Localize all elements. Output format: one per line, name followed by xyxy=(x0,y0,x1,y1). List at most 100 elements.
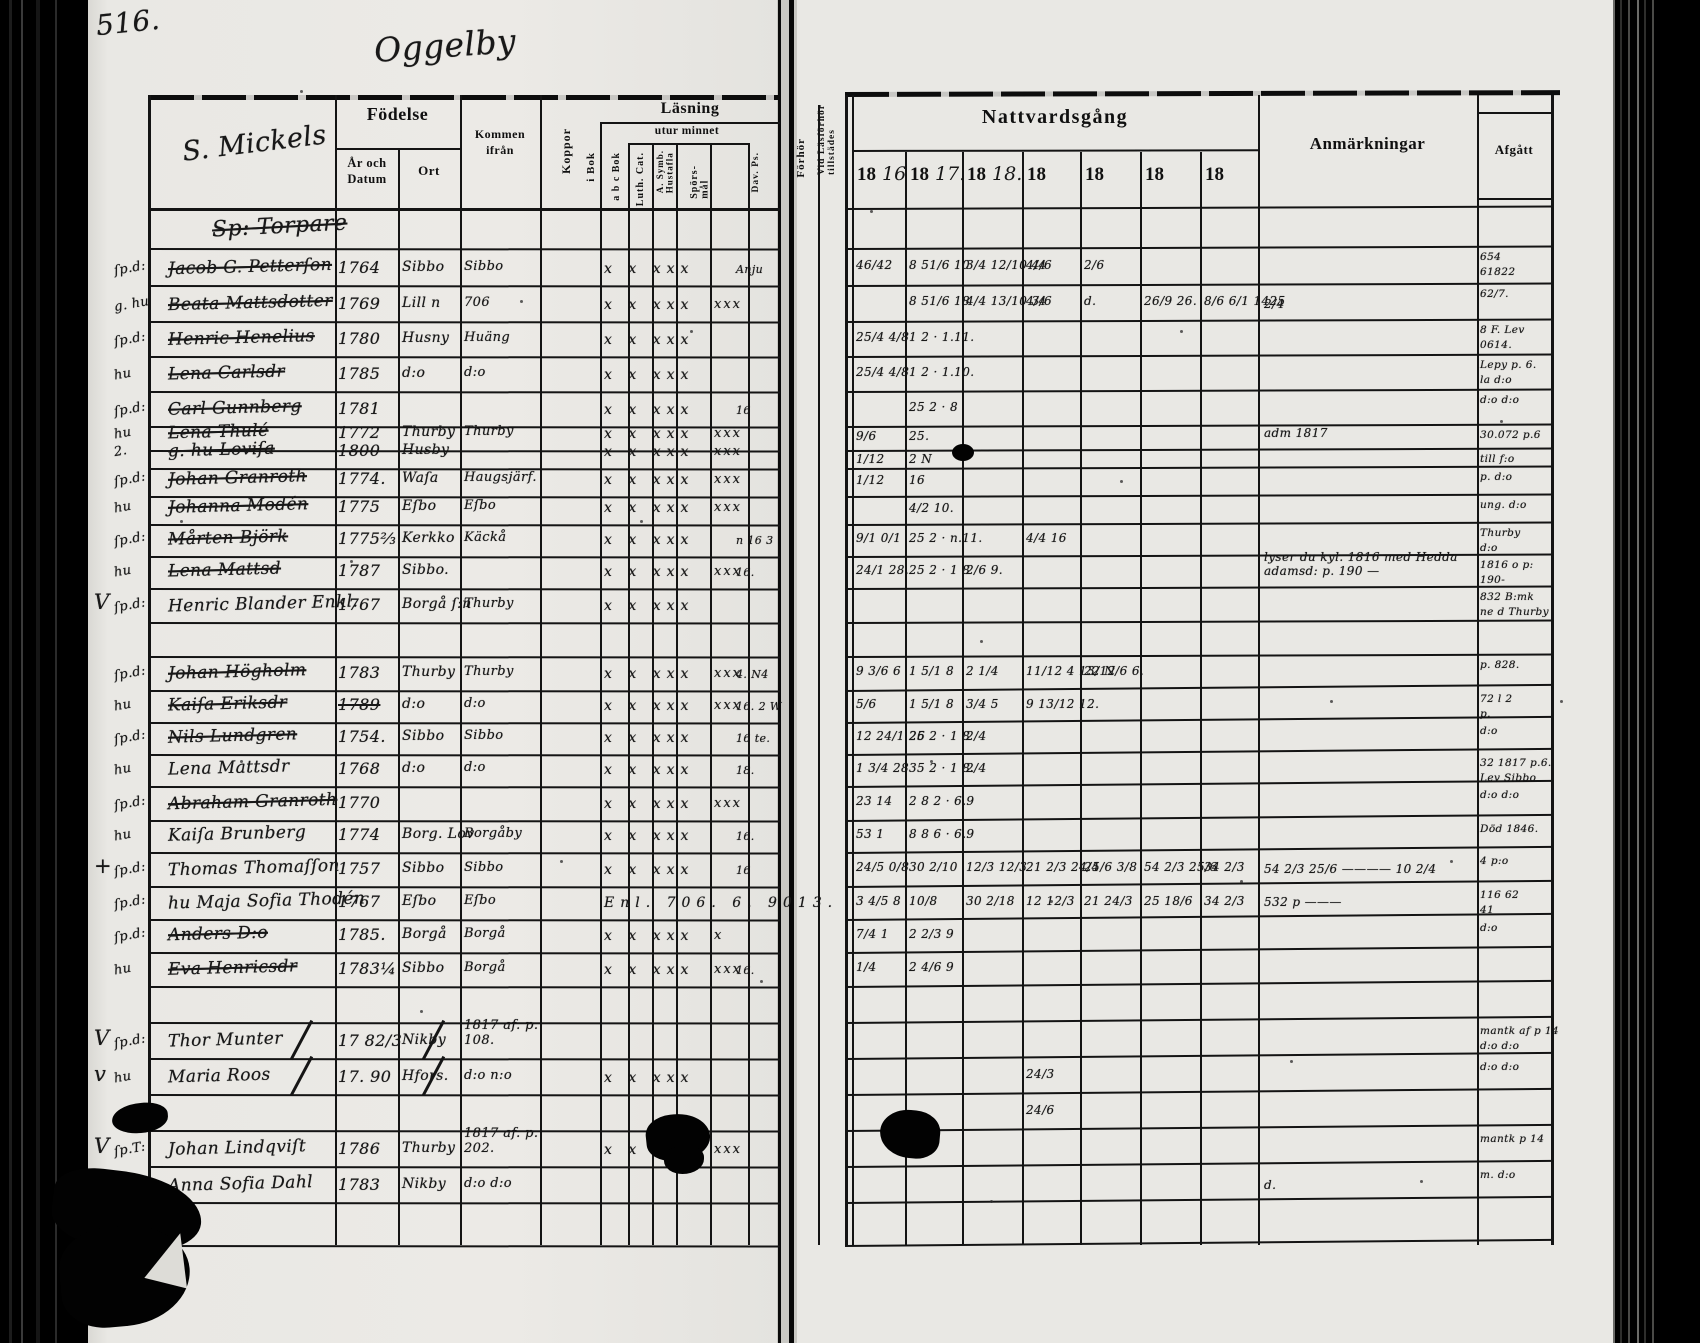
reading-marks: x x xxx xyxy=(604,1070,695,1086)
table-rule-vertical xyxy=(818,105,820,1245)
utur-minnet-underline xyxy=(628,143,748,145)
departed-note: 62/7. xyxy=(1480,288,1509,300)
book-edge-left xyxy=(0,0,88,1343)
examination-note: 16. 2 W xyxy=(736,700,782,713)
communion-date: 16 xyxy=(909,473,926,487)
header-vid-lasforhor: Vid Läsförhör tillstädes xyxy=(817,104,837,175)
communion-date: 11/12 4 13/12 xyxy=(1026,664,1116,678)
table-rule-vertical xyxy=(460,95,462,1245)
communion-date: 2 4/6 9 xyxy=(909,960,955,974)
person-name: Mårten Björk xyxy=(167,526,289,550)
table-rule-vertical xyxy=(540,95,542,1245)
table-rule-vertical xyxy=(962,152,964,1245)
communion-date: 3/4 5 xyxy=(966,697,999,711)
examination-note: 18. xyxy=(736,764,755,777)
reading-marks: x x xxx xyxy=(604,261,695,277)
birth-year: 1774 xyxy=(338,825,381,844)
person-name: g. hu Loviſa xyxy=(167,438,276,462)
communion-date: 4/2 10. xyxy=(909,501,955,515)
birth-year: 1775⅔ xyxy=(338,529,397,548)
departed-note: 4 p:o xyxy=(1480,855,1509,867)
communion-date: 2/6 9. xyxy=(966,563,1003,577)
birth-place: Sibbo xyxy=(402,728,445,744)
departed-note: d:o xyxy=(1480,922,1498,934)
reading-marks-extra: x xyxy=(714,928,724,943)
birth-place: Eſbo xyxy=(402,498,437,514)
header-nattvardsgang: Nattvardsgång xyxy=(981,106,1129,128)
table-rule-vertical xyxy=(335,95,337,1245)
birth-place: Lill n xyxy=(402,295,441,311)
departed-note: la d:o xyxy=(1480,374,1512,386)
came-from: Borgåby xyxy=(464,826,523,841)
header-symb-hustafla: A. Symb. Hustafla xyxy=(655,150,675,194)
table-rule-vertical xyxy=(148,95,151,1245)
communion-date: 10/8 xyxy=(909,893,938,908)
reading-marks: x x xxx xyxy=(604,472,695,488)
communion-date: 3 4/5 8 xyxy=(856,893,902,908)
communion-date: 9 13/12 12. xyxy=(1026,697,1100,711)
birth-year: 1769 xyxy=(338,294,381,313)
birth-place: d:o xyxy=(402,365,426,381)
person-name: Henric Henelius xyxy=(167,326,316,350)
birth-year: 17. 90 xyxy=(338,1067,392,1086)
header-ar-och-datum: År och Datum xyxy=(347,156,387,186)
paper-speck xyxy=(870,210,873,213)
came-from: Thurby xyxy=(464,664,514,679)
birth-year: 1780 xyxy=(338,329,381,348)
departed-note: 41 xyxy=(1480,904,1495,916)
birth-place: Nikby xyxy=(402,1032,447,1048)
afgatt-box-rule xyxy=(1477,198,1553,200)
departed-note: 72 l 2 xyxy=(1480,693,1513,705)
margin-checkmark: V xyxy=(94,590,110,614)
communion-date: 22 N/6 6. xyxy=(1084,664,1145,678)
communion-year-label: 18 xyxy=(1085,163,1104,186)
departed-note: mantk af p 14 xyxy=(1480,1025,1560,1037)
ink-blot xyxy=(664,1146,704,1174)
reading-marks: x x xxx xyxy=(604,532,695,548)
examination-note: 16 xyxy=(736,404,751,417)
communion-year-label: 18 xyxy=(1205,163,1224,186)
table-rule-vertical xyxy=(1140,152,1142,1245)
birth-place: Borg. Lov xyxy=(402,826,475,842)
birth-place: Husby xyxy=(402,442,450,458)
header-lasning: Läsning xyxy=(660,100,720,117)
paper-speck xyxy=(180,520,183,523)
communion-date: 3/4 12/10 4/6 xyxy=(966,257,1053,272)
person-name: Kaiſa Brunberg xyxy=(167,822,307,846)
afgatt-box-rule xyxy=(1477,112,1553,114)
communion-date: 1 5/1 8 xyxy=(909,664,955,678)
birth-year: 1774. xyxy=(338,469,386,488)
table-rule-vertical xyxy=(905,152,907,1245)
birth-year: 1783 xyxy=(338,1175,381,1194)
table-rule-vertical xyxy=(676,143,678,1245)
departed-note: 0614. xyxy=(1480,339,1513,351)
examination-note: 16 te. xyxy=(736,732,771,745)
departed-note: p. d:o xyxy=(1480,471,1513,483)
ink-blot xyxy=(952,444,974,461)
departed-note: 116 62 xyxy=(1480,889,1520,901)
margin-abbreviation: hu xyxy=(112,562,133,581)
year-printed: 18 xyxy=(857,164,876,185)
communion-date: 24/3 xyxy=(1026,1067,1055,1081)
reading-marks-extra: xxx xyxy=(714,1142,742,1157)
person-name: Thor Munter xyxy=(167,1028,284,1052)
year-printed: 18 xyxy=(1205,164,1224,185)
reading-marks-extra: xxx xyxy=(714,472,742,487)
reading-marks-extra: xxx xyxy=(714,698,742,713)
came-from: Eſbo xyxy=(464,893,497,908)
year-handwritten: 16 xyxy=(876,163,907,185)
communion-date: 25 2 · 1 8 xyxy=(909,563,971,577)
birth-year: 1800 xyxy=(338,441,381,460)
reading-marks: x x xxx xyxy=(604,297,695,313)
table-rule-vertical xyxy=(600,122,602,1245)
header-bottom-rule xyxy=(150,208,780,211)
reading-marks-extra: xxx xyxy=(714,962,742,977)
communion-date: 24/6 xyxy=(1026,1103,1055,1117)
table-rule-vertical xyxy=(1477,95,1479,1245)
birth-year: 1787 xyxy=(338,561,381,580)
table-rule-vertical xyxy=(748,143,750,1245)
reading-marks: x x xxx xyxy=(604,500,695,516)
reading-marks-extra: xxx xyxy=(714,796,742,811)
communion-date: 1/12 xyxy=(856,452,885,466)
